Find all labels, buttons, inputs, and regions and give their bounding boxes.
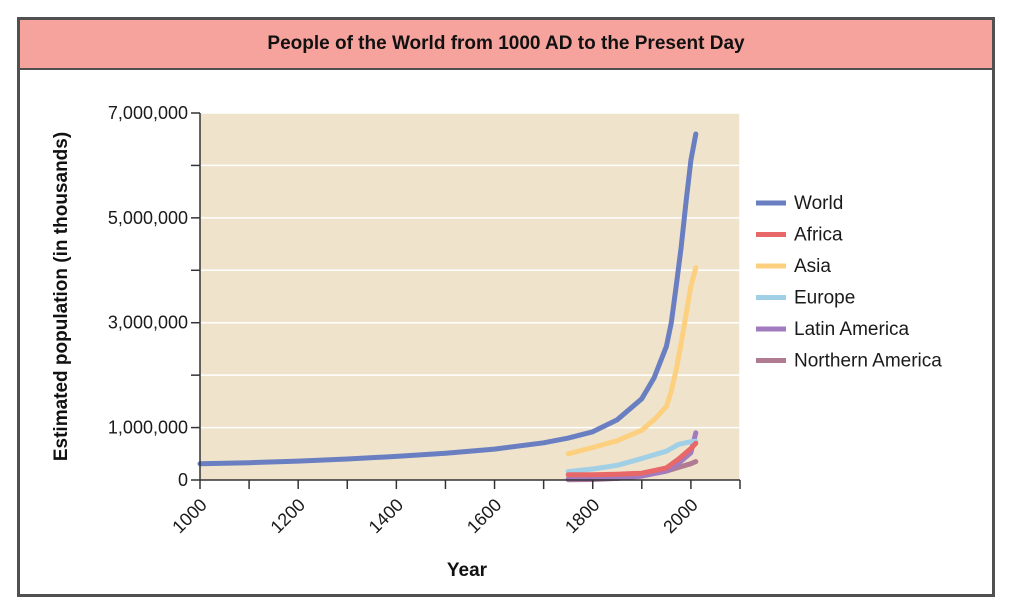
x-axis-title: Year xyxy=(447,560,488,581)
legend-label-africa: Africa xyxy=(794,225,843,246)
legend: World Africa Asia Europe Latin America Northe… xyxy=(756,193,942,372)
x-tick-label: 2000 xyxy=(659,495,701,537)
gridlines xyxy=(200,112,741,480)
y-tick-label: 3,000,000 xyxy=(108,313,188,333)
series-line-world xyxy=(197,131,699,467)
legend-label-europe: Europe xyxy=(794,288,855,309)
legend-label-asia: Asia xyxy=(794,256,831,277)
y-tick-label: 0 xyxy=(178,470,188,490)
legend-label-latin-america: Latin America xyxy=(794,319,910,340)
y-tick-label: 5,000,000 xyxy=(108,208,188,228)
y-axis-title: Estimated population (in thousands) xyxy=(51,132,72,461)
series-line-europe xyxy=(565,438,699,475)
plot-background xyxy=(200,113,740,480)
legend-label-world: World xyxy=(794,193,843,214)
series-line-africa xyxy=(565,440,699,478)
chart-title: People of the World from 1000 AD to the … xyxy=(267,33,745,54)
series-line-asia xyxy=(565,265,699,457)
x-tick-label: 1600 xyxy=(463,495,505,537)
x-tick-label: 1800 xyxy=(561,495,603,537)
x-tick-label: 1200 xyxy=(267,495,309,537)
y-tick-label: 7,000,000 xyxy=(108,103,188,123)
y-tick-label: 1,000,000 xyxy=(108,418,188,438)
title-bar: People of the World from 1000 AD to the … xyxy=(20,20,992,70)
x-tick-label: 1400 xyxy=(365,495,407,537)
x-tick-label: 1000 xyxy=(168,495,210,537)
legend-label-northern-america: Northern America xyxy=(794,351,942,372)
series-line-latin-america xyxy=(565,430,699,482)
